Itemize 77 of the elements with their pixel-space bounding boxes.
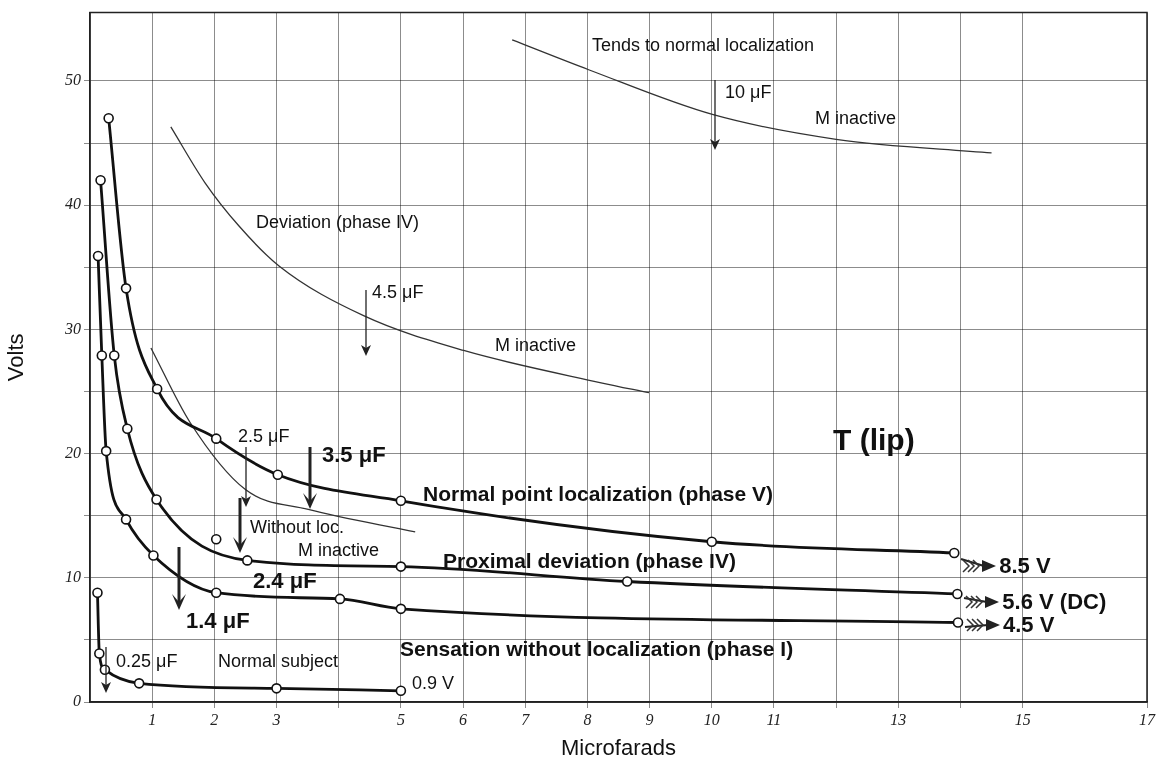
point <box>242 555 253 566</box>
line-series <box>511 39 993 154</box>
line-series <box>150 347 416 533</box>
x-tick-label: 5 <box>396 710 405 728</box>
point <box>148 550 159 561</box>
point <box>210 587 222 598</box>
annotation: M inactive <box>495 335 577 355</box>
series-label: Deviation (phase IV) <box>256 212 420 232</box>
x-tick-label: 11 <box>766 710 782 728</box>
point <box>621 576 633 587</box>
series-label: Normal point localization (phase V) <box>423 481 774 505</box>
line-series <box>170 126 650 394</box>
point <box>100 445 112 457</box>
point <box>395 561 407 572</box>
series-label: Without loc. <box>250 517 345 537</box>
y-tick-label: 50 <box>65 71 81 89</box>
point <box>92 587 103 598</box>
y-tick-label: 30 <box>64 319 81 337</box>
x-tick-label: 8 <box>583 710 592 728</box>
point <box>706 536 718 548</box>
y-axis-title: Volts <box>3 333 29 382</box>
x-tick-label: 15 <box>1014 710 1031 728</box>
annotation: T (lip) <box>833 423 915 456</box>
annotation: 5.6 V (DC) <box>1002 588 1107 614</box>
point <box>120 283 132 294</box>
point <box>395 685 407 697</box>
x-tick-label: 9 <box>645 710 654 728</box>
annotation: 10 μF <box>725 82 772 102</box>
point <box>151 494 162 505</box>
annotation: 3.5 μF <box>322 442 386 467</box>
point <box>952 588 963 600</box>
point <box>395 495 407 507</box>
y-tick-label: 40 <box>65 195 81 213</box>
point <box>108 350 120 361</box>
series-label: Tends to normal localization <box>592 35 815 55</box>
annotation: 2.5 μF <box>238 426 290 446</box>
annotation: 1.4 μF <box>186 608 250 633</box>
point <box>92 250 104 262</box>
point <box>210 433 222 444</box>
point <box>271 683 282 694</box>
point <box>95 174 106 186</box>
point <box>948 547 960 559</box>
point <box>952 617 964 628</box>
point <box>210 533 222 545</box>
x-tick-label: 17 <box>1139 710 1156 728</box>
y-tick-label: 10 <box>65 567 81 585</box>
x-tick-label: 13 <box>890 710 907 728</box>
point <box>120 514 132 525</box>
x-axis-title: Microfarads <box>561 734 676 760</box>
point <box>96 350 108 361</box>
annotation: 0.25 μF <box>116 651 178 671</box>
point <box>122 423 133 435</box>
annotation: M inactive <box>298 540 380 560</box>
annotation: M inactive <box>815 108 897 128</box>
point <box>94 648 105 659</box>
point <box>151 383 163 395</box>
annotation: 2.4 μF <box>253 568 317 593</box>
point <box>133 678 145 689</box>
point <box>272 469 284 480</box>
x-tick-label: 6 <box>459 710 468 728</box>
x-tick-label: 7 <box>521 710 531 728</box>
x-tick-label: 2 <box>210 710 219 728</box>
x-tick-label: 1 <box>148 710 157 728</box>
y-tick-label: 20 <box>65 443 81 461</box>
x-tick-label: 10 <box>703 710 720 728</box>
series-label: Sensation without localization (phase I) <box>400 636 794 660</box>
point <box>334 593 346 605</box>
annotation: 8.5 V <box>999 552 1051 578</box>
annotation: 0.9 V <box>411 672 454 693</box>
series-label: Normal subject <box>218 651 339 671</box>
y-tick-label: 0 <box>73 692 81 710</box>
point <box>103 112 114 124</box>
series-label: Proximal deviation (phase IV) <box>443 548 736 572</box>
annotation: 4.5 V <box>1002 611 1055 637</box>
x-tick-label: 3 <box>271 710 281 728</box>
point <box>395 603 407 615</box>
annotation: 4.5 μF <box>372 282 424 302</box>
